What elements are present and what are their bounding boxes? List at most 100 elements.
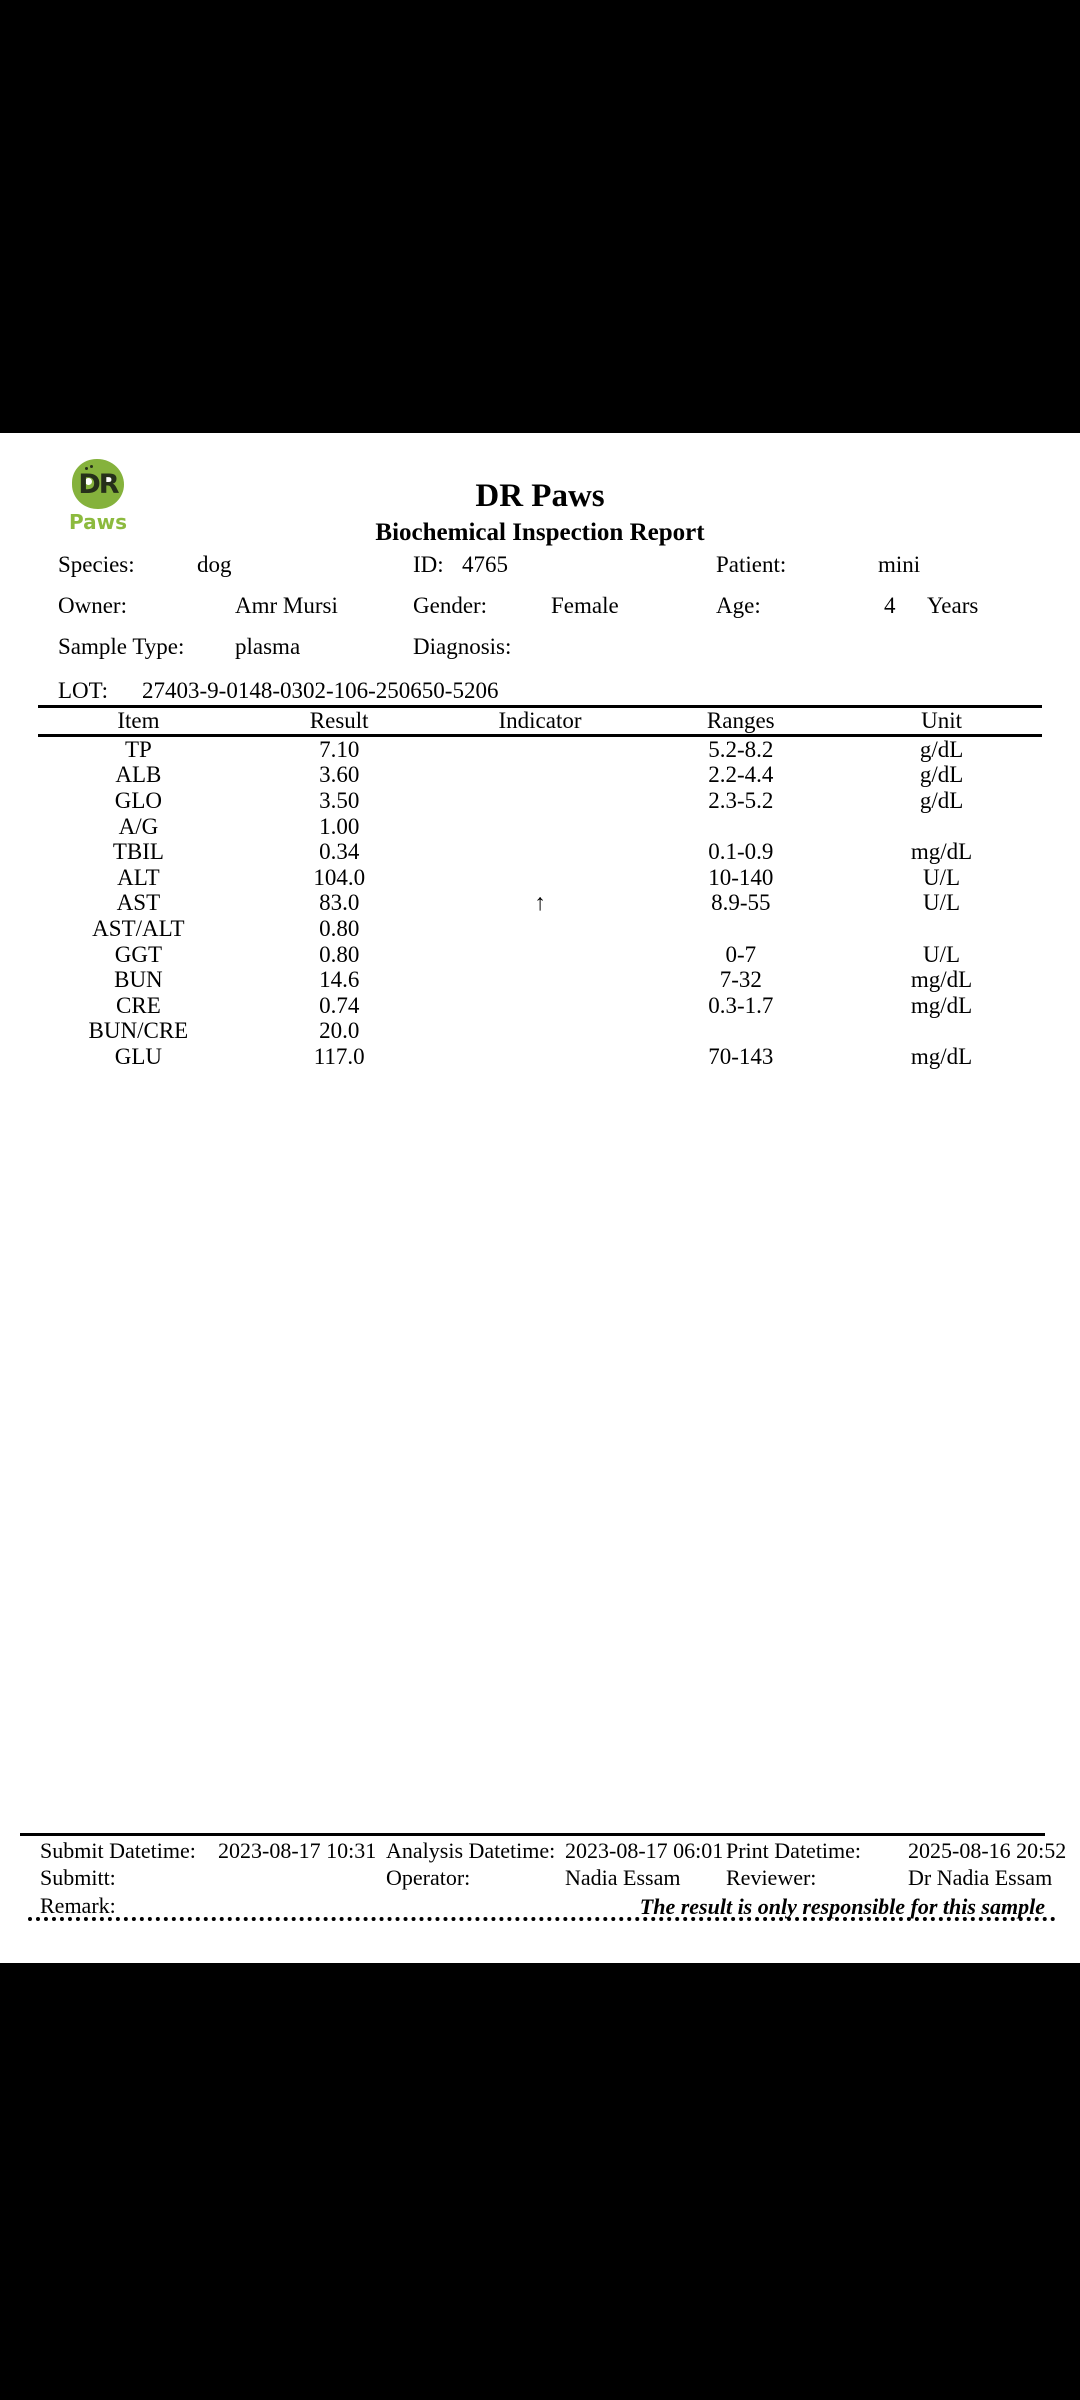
analysis-datetime-label: Analysis Datetime: xyxy=(386,1838,556,1863)
table-row: TBIL 0.34 0.1-0.9 mg/dL xyxy=(38,839,1042,865)
cell-ranges: 5.2-8.2 xyxy=(708,736,774,762)
sample-disclaimer: The result is only responsible for this … xyxy=(639,1894,1045,1919)
species-value: dog xyxy=(197,552,232,577)
cell-result: 7.10 xyxy=(319,736,360,762)
reviewer-label: Reviewer: xyxy=(726,1865,817,1890)
clinic-logo: DR Paws xyxy=(60,459,136,534)
cell-result: 0.80 xyxy=(319,941,360,967)
column-header-item: Item xyxy=(117,708,160,733)
sample-type-value: plasma xyxy=(235,634,301,659)
cell-ranges: 7-32 xyxy=(719,967,762,993)
cell-unit: mg/dL xyxy=(910,992,973,1018)
results-table: Item Result Indicator Ranges Unit TP 7.1… xyxy=(38,705,1042,1070)
cell-item: A/G xyxy=(118,813,159,839)
diagnosis-label: Diagnosis: xyxy=(413,634,512,659)
cell-item: BUN xyxy=(114,967,163,993)
cell-ranges: 8.9-55 xyxy=(711,890,771,916)
remark-label: Remark: xyxy=(40,1893,116,1918)
table-row: BUN 14.6 7-32 mg/dL xyxy=(38,967,1042,993)
cell-result: 3.50 xyxy=(319,787,360,813)
report-document: DR Paws DR Paws Biochemical Inspection R… xyxy=(0,433,1080,1963)
cell-unit: g/dL xyxy=(919,736,964,762)
logo-dr-text: DR xyxy=(78,468,119,500)
cell-result: 104.0 xyxy=(313,864,366,890)
cell-unit: U/L xyxy=(923,890,961,916)
cell-result: 20.0 xyxy=(319,1018,360,1044)
cell-result: 0.80 xyxy=(319,915,360,941)
table-row: ALT 104.0 10-140 U/L xyxy=(38,865,1042,891)
cell-result: 14.6 xyxy=(319,967,360,993)
id-value: 4765 xyxy=(462,552,508,577)
table-row: GGT 0.80 0-7 U/L xyxy=(38,942,1042,968)
cell-item: GLO xyxy=(114,787,163,813)
cell-item: TP xyxy=(124,736,152,762)
cell-unit: mg/dL xyxy=(910,967,973,993)
logo-paw-circle-icon: DR xyxy=(72,459,124,509)
cell-unit: mg/dL xyxy=(910,1043,973,1069)
cell-ranges: 2.3-5.2 xyxy=(708,787,774,813)
print-datetime-label: Print Datetime: xyxy=(726,1838,862,1863)
table-row: ALB 3.60 2.2-4.4 g/dL xyxy=(38,763,1042,789)
species-label: Species: xyxy=(58,552,135,577)
cell-ranges: 0-7 xyxy=(725,941,757,967)
results-table-header: Item Result Indicator Ranges Unit xyxy=(38,705,1042,737)
cell-item: GGT xyxy=(114,941,163,967)
table-row: AST/ALT 0.80 xyxy=(38,916,1042,942)
column-header-result: Result xyxy=(309,708,369,733)
age-unit: Years xyxy=(927,593,979,618)
cell-result: 117.0 xyxy=(313,1043,365,1069)
cell-result: 83.0 xyxy=(319,890,360,916)
lot-label: LOT: xyxy=(58,678,108,703)
table-row: A/G 1.00 xyxy=(38,814,1042,840)
submitt-label: Submitt: xyxy=(40,1865,116,1890)
results-table-body: TP 7.10 5.2-8.2 g/dL ALB 3.60 2.2-4.4 g/… xyxy=(38,737,1042,1070)
patient-label: Patient: xyxy=(716,552,787,577)
column-header-unit: Unit xyxy=(921,708,963,733)
cell-ranges: 2.2-4.4 xyxy=(708,762,774,788)
cell-result: 0.74 xyxy=(319,992,360,1018)
table-row: GLO 3.50 2.3-5.2 g/dL xyxy=(38,788,1042,814)
cell-unit: g/dL xyxy=(919,787,964,813)
owner-value: Amr Mursi xyxy=(235,593,338,618)
cell-ranges: 0.3-1.7 xyxy=(708,992,774,1018)
column-header-ranges: Ranges xyxy=(706,708,775,733)
age-label: Age: xyxy=(716,593,761,618)
cell-result: 0.34 xyxy=(319,839,360,865)
analysis-datetime-value: 2023-08-17 06:01 xyxy=(565,1838,724,1863)
cell-item: ALB xyxy=(115,762,162,788)
table-row: AST 83.0 ↑ 8.9-55 U/L xyxy=(38,891,1042,917)
table-row: BUN/CRE 20.0 xyxy=(38,1019,1042,1045)
reviewer-value: Dr Nadia Essam xyxy=(908,1865,1053,1890)
cell-item: AST/ALT xyxy=(92,915,185,941)
cell-item: GLU xyxy=(114,1043,163,1069)
cell-unit: U/L xyxy=(923,941,961,967)
clinic-name: DR Paws xyxy=(475,478,605,514)
age-value: 4 xyxy=(884,593,896,618)
cell-unit: g/dL xyxy=(919,762,964,788)
operator-value: Nadia Essam xyxy=(565,1865,681,1890)
gender-label: Gender: xyxy=(413,593,488,618)
cell-ranges: 70-143 xyxy=(708,1043,774,1069)
lot-value: 27403-9-0148-0302-106-250650-5206 xyxy=(142,678,499,703)
dotted-divider xyxy=(28,1917,1056,1921)
cell-ranges: 10-140 xyxy=(708,864,774,890)
report-title: Biochemical Inspection Report xyxy=(375,519,705,546)
cell-unit: U/L xyxy=(923,864,961,890)
cell-item: BUN/CRE xyxy=(88,1018,189,1044)
table-row: CRE 0.74 0.3-1.7 mg/dL xyxy=(38,993,1042,1019)
cell-indicator: ↑ xyxy=(534,890,546,916)
cell-item: AST xyxy=(116,890,161,916)
table-row: TP 7.10 5.2-8.2 g/dL xyxy=(38,737,1042,763)
table-row: GLU 117.0 70-143 mg/dL xyxy=(38,1044,1042,1070)
cell-item: ALT xyxy=(117,864,160,890)
patient-value: mini xyxy=(878,552,921,577)
cell-ranges: 0.1-0.9 xyxy=(708,839,774,865)
cell-result: 1.00 xyxy=(319,813,360,839)
owner-label: Owner: xyxy=(58,593,127,618)
submit-datetime-label: Submit Datetime: xyxy=(40,1838,196,1863)
id-label: ID: xyxy=(413,552,444,577)
sample-type-label: Sample Type: xyxy=(58,634,185,659)
logo-caption: Paws xyxy=(69,510,127,534)
submit-datetime-value: 2023-08-17 10:31 xyxy=(218,1838,377,1863)
